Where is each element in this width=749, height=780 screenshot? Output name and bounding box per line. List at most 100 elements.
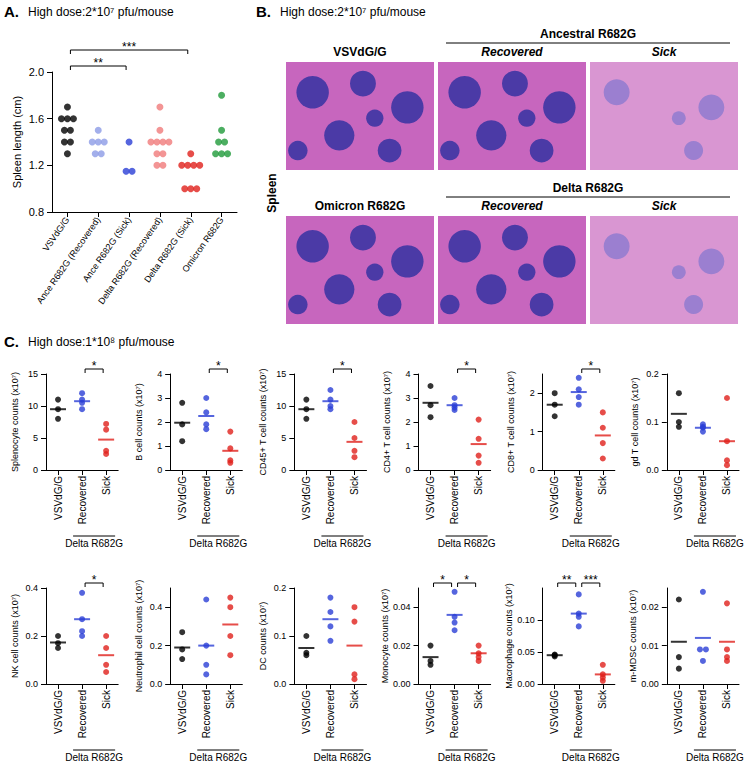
svg-text:VSVdG/G: VSVdG/G [177,476,188,520]
svg-text:**: ** [94,56,104,70]
svg-text:VSVdG/G: VSVdG/G [673,690,684,734]
svg-text:*: * [464,359,469,373]
svg-text:Sick: Sick [101,475,112,495]
svg-text:**: ** [562,573,572,587]
svg-text:High dose:2*10⁷ pfu/mouse: High dose:2*10⁷ pfu/mouse [280,5,426,19]
svg-text:Delta R682G: Delta R682G [562,752,620,763]
svg-text:10: 10 [28,401,38,411]
svg-text:Monocyte counts (x10⁷): Monocyte counts (x10⁷) [380,589,390,683]
svg-text:3: 3 [405,393,410,403]
svg-text:5: 5 [281,433,286,443]
svg-text:High dose:2*10⁷ pfu/mouse: High dose:2*10⁷ pfu/mouse [28,5,174,19]
svg-text:2: 2 [405,417,410,427]
svg-text:*: * [588,359,593,373]
svg-text:1: 1 [157,441,162,451]
svg-text:VSVdG/G: VSVdG/G [673,476,684,520]
svg-text:Spleen length (cm): Spleen length (cm) [11,96,23,188]
svg-text:Delta R682G: Delta R682G [438,538,496,549]
svg-text:Sick: Sick [652,199,678,213]
svg-text:Recovered: Recovered [573,476,584,524]
svg-text:Delta R682G: Delta R682G [438,752,496,763]
svg-text:0.0: 0.0 [646,465,659,475]
svg-text:Recovered: Recovered [449,476,460,524]
svg-text:1: 1 [530,427,535,437]
svg-text:Omicron R682G: Omicron R682G [180,215,226,274]
svg-text:Sick: Sick [597,475,608,495]
svg-text:3: 3 [157,393,162,403]
svg-text:VSVdG/G: VSVdG/G [41,215,72,253]
svg-text:Macrophage counts (x10⁷): Macrophage counts (x10⁷) [504,583,514,688]
svg-text:CD4+ T cell counts (x10⁷): CD4+ T cell counts (x10⁷) [382,371,392,473]
svg-text:0.02: 0.02 [641,602,659,612]
svg-text:*: * [340,359,345,373]
svg-text:Neutrophil cell counts (x10⁷): Neutrophil cell counts (x10⁷) [134,580,144,692]
svg-text:m-MDSC counts (x10⁷): m-MDSC counts (x10⁷) [628,590,638,682]
svg-text:0.05: 0.05 [517,647,535,657]
svg-text:NK cell counts (x10⁷): NK cell counts (x10⁷) [10,594,20,678]
svg-text:Recovered: Recovered [481,199,543,213]
svg-text:0.2: 0.2 [25,631,38,641]
svg-text:15: 15 [28,369,38,379]
svg-text:*: * [92,573,97,587]
svg-text:B.: B. [256,3,271,20]
svg-text:VSVdG/G: VSVdG/G [53,690,64,734]
svg-text:0.10: 0.10 [517,615,535,625]
svg-text:0.4: 0.4 [25,583,38,593]
svg-text:0.02: 0.02 [393,641,411,651]
svg-text:0.1: 0.1 [646,417,659,427]
svg-text:VSVdG/G: VSVdG/G [301,476,312,520]
svg-text:0.1: 0.1 [274,631,287,641]
svg-text:Recovered: Recovered [201,476,212,524]
svg-text:DC counts (x10⁷): DC counts (x10⁷) [258,602,268,670]
svg-text:Recovered: Recovered [697,476,708,524]
svg-text:Recovered: Recovered [325,476,336,524]
svg-text:Sick: Sick [721,475,732,495]
svg-text:Recovered: Recovered [77,476,88,524]
svg-text:0.4: 0.4 [150,602,163,612]
svg-text:0: 0 [33,465,38,475]
svg-text:Sick: Sick [597,689,608,709]
svg-text:0.2: 0.2 [646,369,659,379]
svg-text:10: 10 [276,401,286,411]
svg-text:Recovered: Recovered [449,690,460,738]
svg-text:Recovered: Recovered [573,690,584,738]
svg-text:2: 2 [530,388,535,398]
svg-text:Sick: Sick [101,689,112,709]
svg-text:Sick: Sick [349,689,360,709]
svg-text:CD45+ T cell counts (x10⁷): CD45+ T cell counts (x10⁷) [258,368,268,475]
svg-text:Recovered: Recovered [201,690,212,738]
svg-text:0: 0 [405,465,410,475]
svg-text:Delta R682G: Delta R682G [686,538,744,549]
svg-text:0: 0 [281,465,286,475]
svg-text:0.00: 0.00 [517,679,535,689]
svg-text:Sick: Sick [225,475,236,495]
svg-text:Delta R682G: Delta R682G [65,538,123,549]
svg-text:0: 0 [530,465,535,475]
svg-text:*: * [92,359,97,373]
svg-text:4: 4 [405,369,410,379]
svg-text:C.: C. [4,333,19,350]
svg-text:Recovered: Recovered [325,690,336,738]
svg-text:Sick: Sick [225,689,236,709]
svg-text:CD8+ T cell counts (x10⁷): CD8+ T cell counts (x10⁷) [506,371,516,473]
svg-text:0.00: 0.00 [393,679,411,689]
svg-text:1.6: 1.6 [29,113,44,125]
svg-text:Sick: Sick [721,689,732,709]
svg-text:1: 1 [405,441,410,451]
svg-text:Spleen: Spleen [265,173,279,212]
svg-text:***: *** [122,40,136,54]
svg-text:Omicron R682G: Omicron R682G [315,199,406,213]
svg-text:VSVdG/G: VSVdG/G [301,690,312,734]
svg-text:Ancestral R682G: Ancestral R682G [540,27,636,41]
svg-text:*: * [464,573,469,587]
svg-text:0.0: 0.0 [274,679,287,689]
svg-text:Delta R682G: Delta R682G [562,538,620,549]
svg-text:Delta R682G: Delta R682G [314,752,372,763]
svg-text:0.0: 0.0 [150,679,163,689]
svg-text:2.0: 2.0 [29,66,44,78]
svg-text:0: 0 [157,465,162,475]
svg-text:Splenocyte counts (x10⁷): Splenocyte counts (x10⁷) [10,372,20,472]
svg-text:Sick: Sick [473,689,484,709]
svg-text:*: * [216,359,221,373]
svg-text:0.00: 0.00 [641,679,659,689]
